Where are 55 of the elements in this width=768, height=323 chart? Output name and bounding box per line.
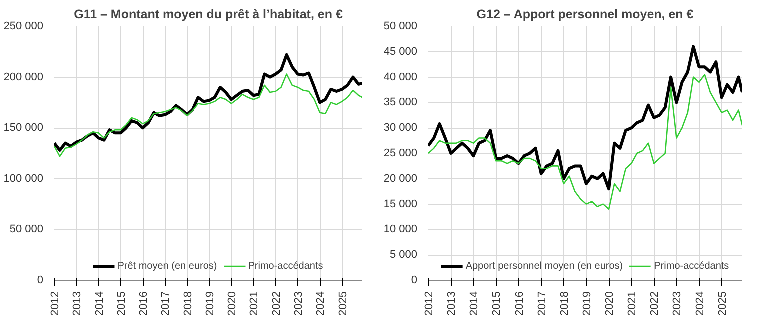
y-tick-label: 0 <box>411 274 418 286</box>
x-tick-label: 2014 <box>94 291 106 316</box>
x-tick-label: 2023 <box>292 291 305 316</box>
x-tick-label: 2017 <box>536 291 548 316</box>
x-tick-label: 2018 <box>182 291 194 316</box>
x-tick-label: 2024 <box>315 291 328 316</box>
chart-title: G12 – Apport personnel moyen, en € <box>476 8 694 22</box>
y-tick-label: 30 000 <box>384 122 418 134</box>
y-tick-label: 50 000 <box>10 224 44 236</box>
x-tick-label: 2021 <box>626 291 639 316</box>
legend-label: Primo-accédants <box>248 260 324 272</box>
x-tick-label: 2014 <box>468 291 481 316</box>
y-tick-label: 0 <box>37 274 44 286</box>
y-tick-label: 40 000 <box>384 71 418 84</box>
x-tick-label: 2019 <box>204 291 216 316</box>
x-tick-label: 2012 <box>50 291 62 316</box>
x-tick-label: 2019 <box>581 291 594 316</box>
y-tick-label: 5 000 <box>390 249 418 262</box>
x-tick-label: 2022 <box>270 291 283 316</box>
y-tick-label: 15 000 <box>384 198 418 210</box>
x-tick-label: 2012 <box>424 291 436 316</box>
x-tick-label: 2025 <box>716 291 729 316</box>
y-tick-label: 35 000 <box>384 96 418 109</box>
x-tick-label: 2015 <box>491 291 504 316</box>
x-tick-label: 2020 <box>604 291 616 316</box>
x-tick-label: 2024 <box>694 291 706 316</box>
x-tick-label: 2023 <box>672 291 684 316</box>
y-tick-label: 45 000 <box>384 46 418 58</box>
line-series <box>54 53 362 152</box>
x-tick-label: 2022 <box>649 291 662 316</box>
y-tick-label: 150 000 <box>4 122 44 134</box>
y-tick-label: 50 000 <box>384 20 418 32</box>
legend-label: Prêt moyen (en euros) <box>118 260 218 272</box>
x-tick-label: 2016 <box>514 291 526 316</box>
y-tick-label: 25 000 <box>384 148 418 160</box>
x-tick-label: 2013 <box>72 291 84 316</box>
chart-title: G11 – Montant moyen du prêt à l’habitat, en € <box>74 8 343 22</box>
x-tick-label: 2020 <box>226 291 239 316</box>
y-tick-label: 200 000 <box>4 71 44 84</box>
x-tick-label: 2021 <box>248 291 261 316</box>
line-series <box>54 74 362 158</box>
x-tick-label: 2025 <box>337 291 350 316</box>
x-tick-label: 2018 <box>558 291 571 316</box>
x-tick-label: 2017 <box>160 291 172 316</box>
line-series <box>428 74 742 210</box>
y-tick-label: 100 000 <box>4 172 44 185</box>
x-tick-label: 2013 <box>446 291 458 316</box>
y-tick-label: 10 000 <box>384 224 418 236</box>
y-tick-label: 250 000 <box>4 20 44 32</box>
x-tick-label: 2015 <box>116 291 128 316</box>
legend-label: Primo-accédants <box>654 260 730 272</box>
x-tick-label: 2016 <box>138 291 150 316</box>
legend-label: Apport personnel moyen (en euros) <box>466 260 624 272</box>
line-series <box>428 45 742 191</box>
y-tick-label: 20 000 <box>384 172 418 185</box>
